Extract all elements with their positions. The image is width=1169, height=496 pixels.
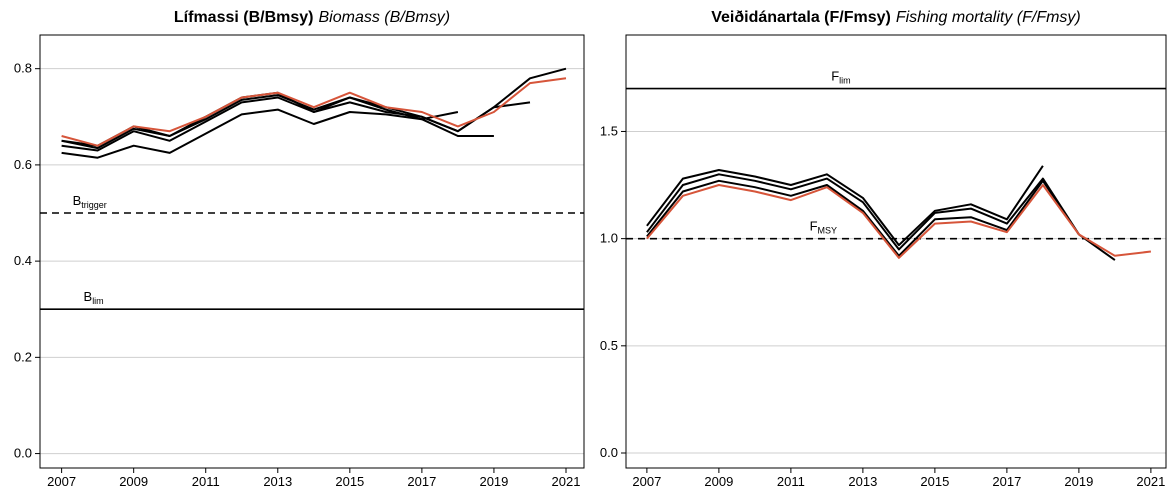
y-tick-label: 0.0 bbox=[600, 445, 618, 460]
x-tick-label: 2013 bbox=[263, 474, 292, 489]
y-tick-label: 1.5 bbox=[600, 123, 618, 138]
x-tick-label: 2017 bbox=[407, 474, 436, 489]
series-line bbox=[61, 94, 459, 150]
title-main: Veiðidánartala (F/Fmsy) bbox=[711, 9, 891, 26]
x-tick-label: 2013 bbox=[848, 474, 877, 489]
x-tick-label: 2011 bbox=[192, 474, 220, 489]
plot-frame bbox=[625, 34, 1167, 469]
y-tick-label: 0.0 bbox=[14, 446, 32, 461]
series-line bbox=[646, 179, 1116, 261]
reference-label: Btrigger bbox=[73, 193, 107, 210]
series-line bbox=[61, 67, 567, 147]
y-tick-label: 0.2 bbox=[14, 349, 32, 364]
y-tick-label: 0.4 bbox=[14, 253, 32, 268]
title-sub: Fishing mortality (F/Fmsy) bbox=[896, 9, 1081, 26]
x-tick-label: 2019 bbox=[1064, 474, 1093, 489]
x-tick-label: 2009 bbox=[704, 474, 733, 489]
x-tick-label: 2009 bbox=[119, 474, 148, 489]
y-tick-label: 1.0 bbox=[600, 231, 618, 246]
reference-label-main: B bbox=[84, 289, 93, 304]
series-line bbox=[646, 173, 1080, 251]
series-line bbox=[646, 165, 1044, 247]
chart-title: Lífmassi (B/Bmsy) Biomass (B/Bmsy) bbox=[174, 9, 450, 26]
reference-label: Blim bbox=[84, 289, 104, 306]
reference-label-sub: trigger bbox=[81, 200, 107, 210]
x-tick-label: 2015 bbox=[335, 474, 364, 489]
reference-label: FMSY bbox=[810, 219, 837, 236]
y-tick-label: 0.6 bbox=[14, 157, 32, 172]
y-tick-label: 0.5 bbox=[600, 338, 618, 353]
x-tick-label: 2021 bbox=[552, 474, 581, 489]
title-main: Lífmassi (B/Bmsy) bbox=[174, 9, 314, 26]
series-line bbox=[61, 108, 494, 159]
series-line bbox=[61, 77, 567, 147]
x-tick-label: 2017 bbox=[992, 474, 1021, 489]
reference-label-main: F bbox=[831, 69, 839, 84]
x-tick-label: 2015 bbox=[920, 474, 949, 489]
x-tick-label: 2007 bbox=[632, 474, 661, 489]
x-tick-label: 2007 bbox=[47, 474, 76, 489]
x-tick-label: 2011 bbox=[777, 474, 805, 489]
reference-label-main: F bbox=[810, 219, 818, 234]
plot-frame bbox=[39, 34, 585, 469]
series-line bbox=[646, 184, 1152, 259]
series-line bbox=[61, 96, 531, 152]
x-tick-label: 2019 bbox=[479, 474, 508, 489]
reference-label-sub: lim bbox=[92, 296, 104, 306]
y-tick-label: 0.8 bbox=[14, 61, 32, 76]
reference-label-sub: MSY bbox=[818, 226, 838, 236]
title-sub: Biomass (B/Bmsy) bbox=[319, 9, 451, 26]
x-tick-label: 2021 bbox=[1136, 474, 1165, 489]
reference-label-main: B bbox=[73, 193, 82, 208]
chart-title: Veiðidánartala (F/Fmsy) Fishing mortality… bbox=[711, 9, 1081, 26]
reference-label-sub: lim bbox=[839, 76, 851, 86]
reference-label: Flim bbox=[831, 69, 850, 86]
